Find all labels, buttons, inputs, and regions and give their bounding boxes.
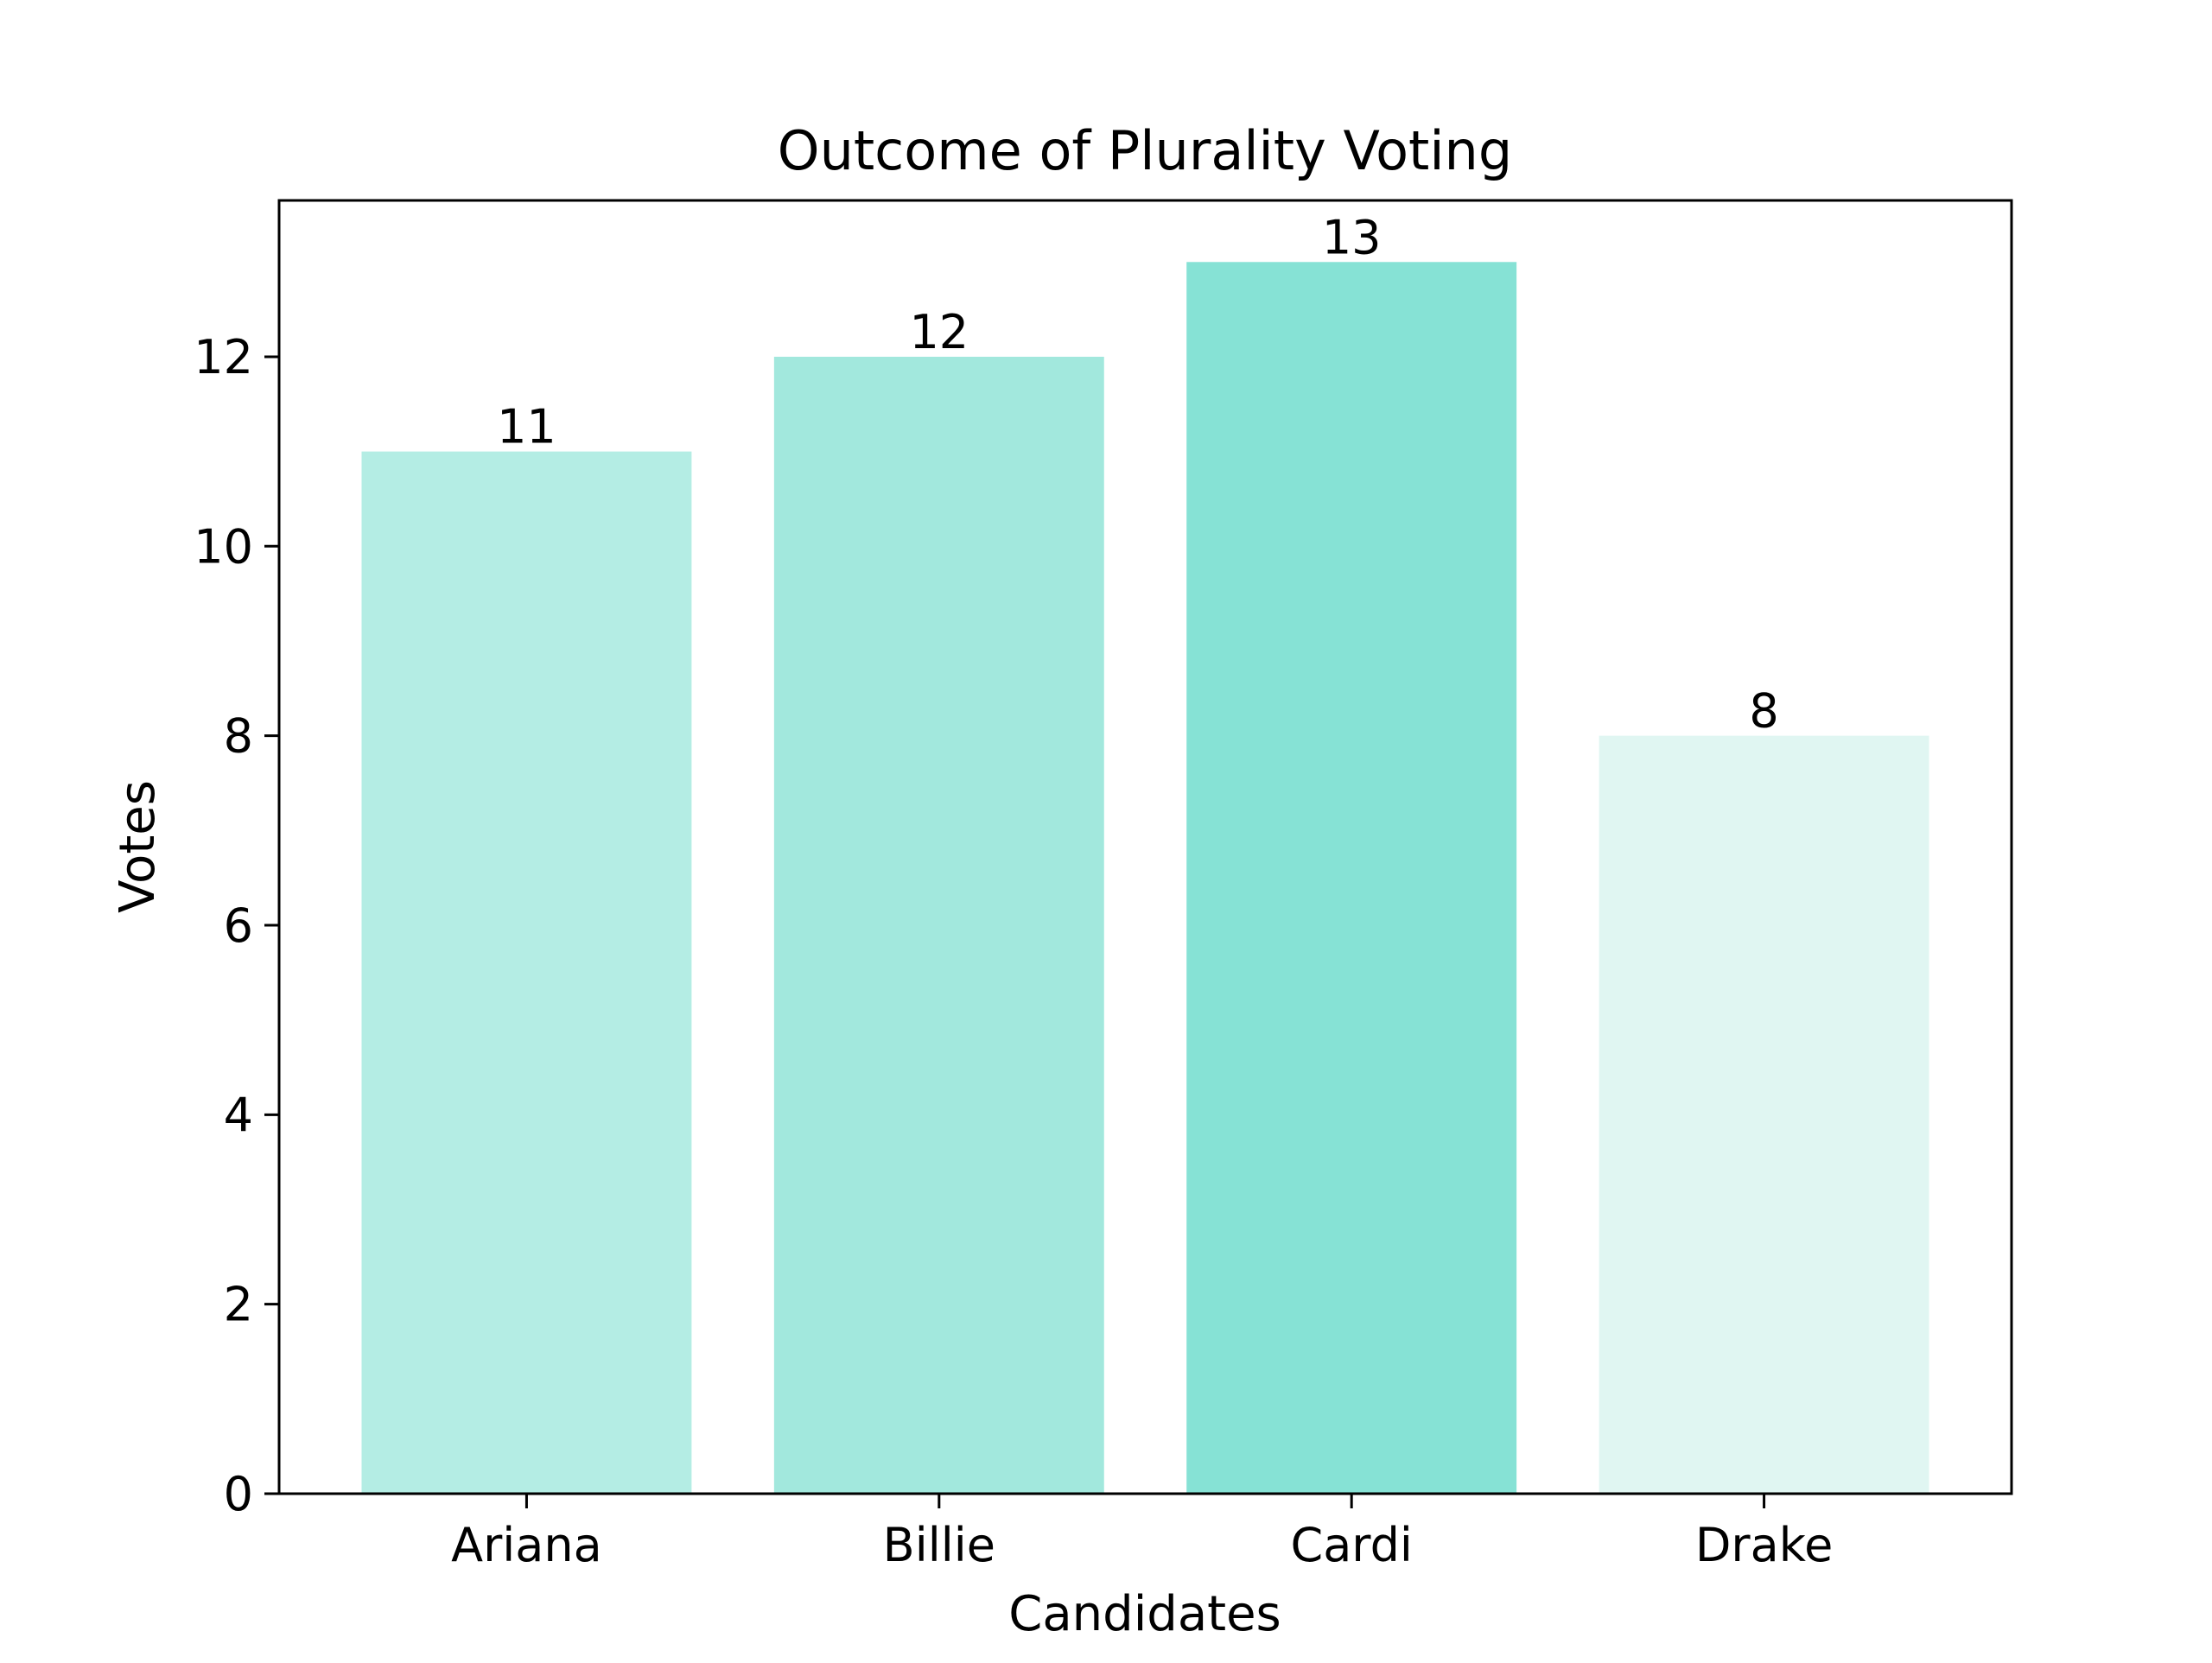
y-axis: 0 2 4 6 8 10 12 (194, 330, 279, 1521)
bar-billie (773, 356, 1104, 1494)
value-label-ariana: 11 (497, 400, 556, 454)
x-tick-label-billie: Billie (883, 1518, 995, 1572)
y-tick-label-8: 8 (224, 709, 253, 764)
chart-title: Outcome of Plurality Voting (778, 119, 1512, 182)
x-tick-label-ariana: Ariana (451, 1518, 602, 1572)
value-label-cardi: 13 (1322, 210, 1382, 264)
value-label-drake: 8 (1749, 684, 1778, 739)
x-tick-label-drake: Drake (1695, 1518, 1833, 1572)
x-axis: Ariana Billie Cardi Drake (451, 1494, 1833, 1572)
y-tick-label-4: 4 (224, 1088, 253, 1142)
bar-drake (1599, 735, 1929, 1494)
value-label-billie: 12 (909, 305, 969, 359)
x-tick-label-cardi: Cardi (1291, 1518, 1413, 1572)
plot-frame (277, 199, 2013, 1495)
y-axis-label: Votes (110, 780, 166, 913)
y-tick-label-2: 2 (224, 1278, 253, 1332)
bar-ariana (361, 451, 692, 1494)
x-axis-label: Candidates (1008, 1586, 1281, 1642)
bar-cardi (1186, 262, 1517, 1495)
y-tick-label-12: 12 (194, 330, 253, 384)
y-tick-label-0: 0 (224, 1467, 253, 1521)
y-tick-label-10: 10 (194, 519, 253, 574)
value-labels-group: 11 12 13 8 (497, 210, 1779, 738)
y-tick-label-6: 6 (224, 898, 253, 953)
bars-group (361, 262, 1929, 1495)
